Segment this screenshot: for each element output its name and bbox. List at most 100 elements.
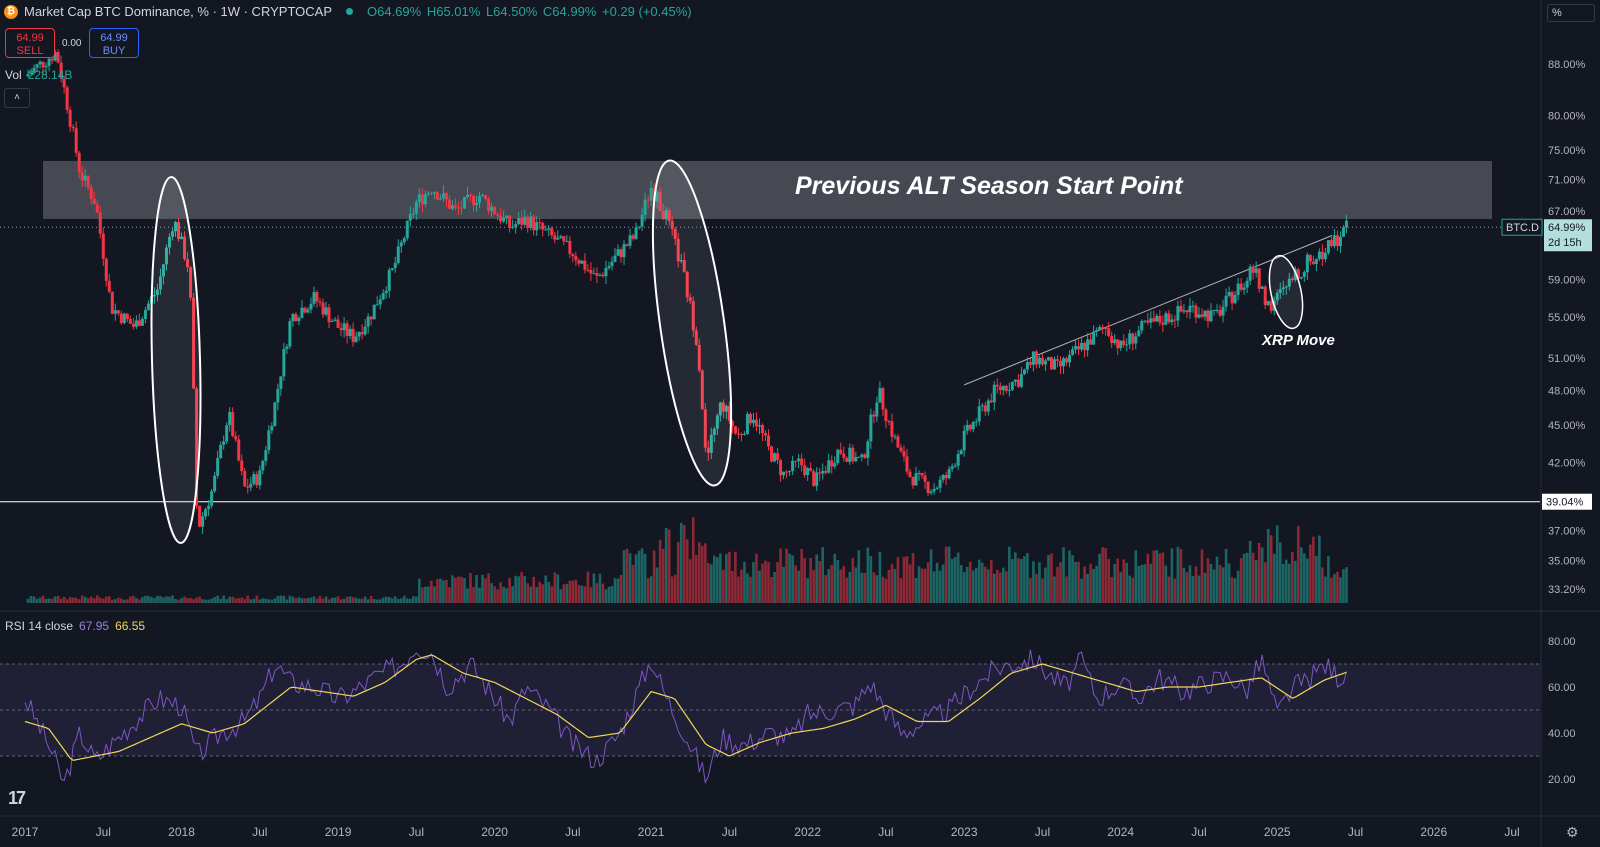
- sell-button[interactable]: 64.99 SELL: [5, 28, 55, 58]
- candle-body: [423, 194, 427, 205]
- volume-bar: [1041, 578, 1044, 603]
- price-tick-label: 59.00%: [1548, 274, 1586, 286]
- volume-bar: [1263, 562, 1267, 603]
- volume-bar: [1023, 556, 1026, 603]
- volume-bar: [1122, 559, 1126, 603]
- volume-bar: [968, 561, 972, 603]
- candle-body: [1131, 333, 1135, 344]
- candle-body: [1245, 280, 1249, 288]
- annotation-ellipse-2018: [150, 176, 202, 544]
- buy-button[interactable]: 64.99 BUY: [89, 28, 139, 58]
- candle-body: [616, 249, 620, 256]
- volume-bar: [418, 578, 421, 603]
- candle-body: [35, 64, 39, 68]
- candle-body: [833, 463, 837, 467]
- candle-body: [1293, 269, 1297, 280]
- volume-bar: [348, 596, 352, 603]
- volume-bar: [53, 596, 57, 603]
- candle-body: [354, 336, 358, 343]
- volume-bar: [204, 599, 207, 603]
- tradingview-logo[interactable]: 17: [8, 788, 26, 808]
- candle-body: [1074, 346, 1078, 350]
- scale-mode-button[interactable]: %: [1547, 4, 1595, 22]
- volume-bar: [917, 566, 921, 603]
- countdown-label: 2d 15h: [1548, 237, 1582, 249]
- change-value: +0.29 (+0.45%): [602, 4, 692, 19]
- candle-body: [207, 505, 211, 510]
- candle-body: [989, 400, 993, 403]
- volume-bar: [117, 597, 120, 603]
- candle-body: [366, 316, 370, 327]
- volume-bar: [1089, 563, 1092, 603]
- candle-body: [598, 274, 602, 276]
- volume-bar: [1318, 535, 1321, 603]
- candle-body: [815, 472, 819, 486]
- volume-bar: [1266, 528, 1270, 603]
- time-tick-label: Jul: [1191, 825, 1206, 839]
- candle-body: [276, 388, 280, 403]
- candle-body: [658, 191, 662, 211]
- candle-body: [38, 61, 42, 65]
- volume-bar: [646, 578, 650, 603]
- candle-body: [222, 441, 226, 445]
- candle-body: [965, 424, 969, 431]
- gear-icon[interactable]: ⚙: [1566, 824, 1579, 840]
- volume-bar: [752, 562, 755, 603]
- candle-body: [1269, 301, 1273, 311]
- volume-bar: [1306, 558, 1309, 603]
- volume-bar: [1254, 560, 1258, 603]
- candle-body: [556, 237, 560, 240]
- candle-body: [797, 458, 801, 462]
- volume-bar: [550, 586, 554, 603]
- volume-bar: [460, 576, 463, 603]
- volume-bar: [321, 598, 325, 603]
- volume-bar: [523, 575, 526, 603]
- candle-body: [788, 471, 792, 473]
- candle-body: [640, 214, 644, 227]
- price-tick-label: 48.00%: [1548, 385, 1586, 397]
- candle-body: [484, 194, 488, 199]
- chevron-up-icon[interactable]: ˄: [4, 88, 30, 108]
- candle-body: [1056, 359, 1059, 361]
- candle-body: [983, 405, 987, 412]
- volume-bar: [610, 586, 614, 603]
- volume-bar: [1068, 550, 1071, 603]
- candle-body: [351, 328, 355, 343]
- volume-bar: [86, 598, 90, 603]
- candle-body: [487, 198, 491, 211]
- candle-body: [607, 266, 611, 268]
- rsi-legend[interactable]: RSI 14 close 67.95 66.55: [5, 619, 145, 633]
- candle-body: [628, 235, 632, 246]
- volume-bar: [315, 598, 319, 603]
- candle-body: [736, 433, 740, 435]
- volume-legend[interactable]: Vol 228.14B: [5, 68, 72, 82]
- candle-body: [872, 414, 876, 417]
- candle-body: [183, 236, 187, 260]
- candle-body: [107, 280, 111, 292]
- candle-body: [1344, 220, 1348, 228]
- volume-bar: [273, 598, 277, 603]
- symbol-title[interactable]: Market Cap BTC Dominance, % · 1W · CRYPT…: [24, 4, 332, 19]
- candle-body: [1125, 344, 1129, 346]
- candle-body: [41, 61, 45, 68]
- candle-body: [89, 187, 93, 200]
- resistance-zone: [43, 160, 1492, 219]
- candle-body: [47, 58, 51, 66]
- candle-body: [947, 468, 951, 479]
- candle-body: [773, 453, 777, 462]
- candle-body: [1320, 251, 1324, 260]
- volume-bar: [65, 599, 69, 603]
- volume-bar: [77, 599, 81, 603]
- volume-bar: [1032, 561, 1035, 603]
- volume-bar: [857, 550, 861, 603]
- annotation-ellipse-xrp: [1268, 254, 1304, 330]
- candle-body: [538, 222, 542, 224]
- volume-bar: [1134, 550, 1138, 603]
- volume-bar: [32, 596, 36, 603]
- candle-body: [514, 224, 518, 228]
- time-tick-label: 2020: [481, 825, 508, 839]
- candle-body: [938, 479, 942, 488]
- volume-bar: [378, 599, 382, 603]
- candle-body: [384, 290, 388, 294]
